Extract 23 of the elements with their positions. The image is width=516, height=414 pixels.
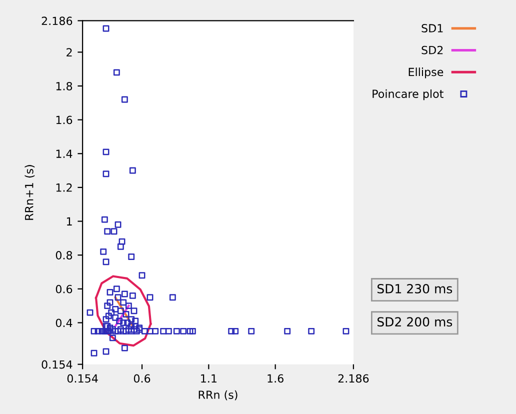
y-tick-label: 2.186 [42,16,72,26]
text: SD2 200 ms [378,317,452,327]
x-tick-label: 2.186 [338,374,369,383]
y-tick-label: 2 [66,48,72,56]
x-tick-label: 1.6 [268,374,284,383]
y-axis-title: RRn+1 (s) [24,165,35,220]
y-tick-label: 1.2 [56,183,72,192]
y-tick-label: 0.4 [56,318,72,328]
legend-label: Ellipse [408,68,444,78]
y-tick-label: 1.4 [56,150,72,158]
text: SD1 230 ms [378,284,452,294]
y-tick-label: 1.8 [56,82,72,90]
y-tick-label: 1.6 [56,116,72,124]
x-axis-title: RRn (s) [198,390,238,400]
legend-label: Poincare plot [372,89,444,100]
x-tick-label: 0.6 [134,374,150,383]
y-tick-label: 0.8 [56,251,72,260]
x-tick-label: 1.1 [201,374,216,382]
y-tick-label: 0.6 [56,284,72,294]
legend-label: SD1 [422,24,443,32]
y-tick-label: 0.154 [42,360,72,369]
y-tick-label: 1 [66,217,72,226]
legend-label: SD2 [422,46,443,54]
